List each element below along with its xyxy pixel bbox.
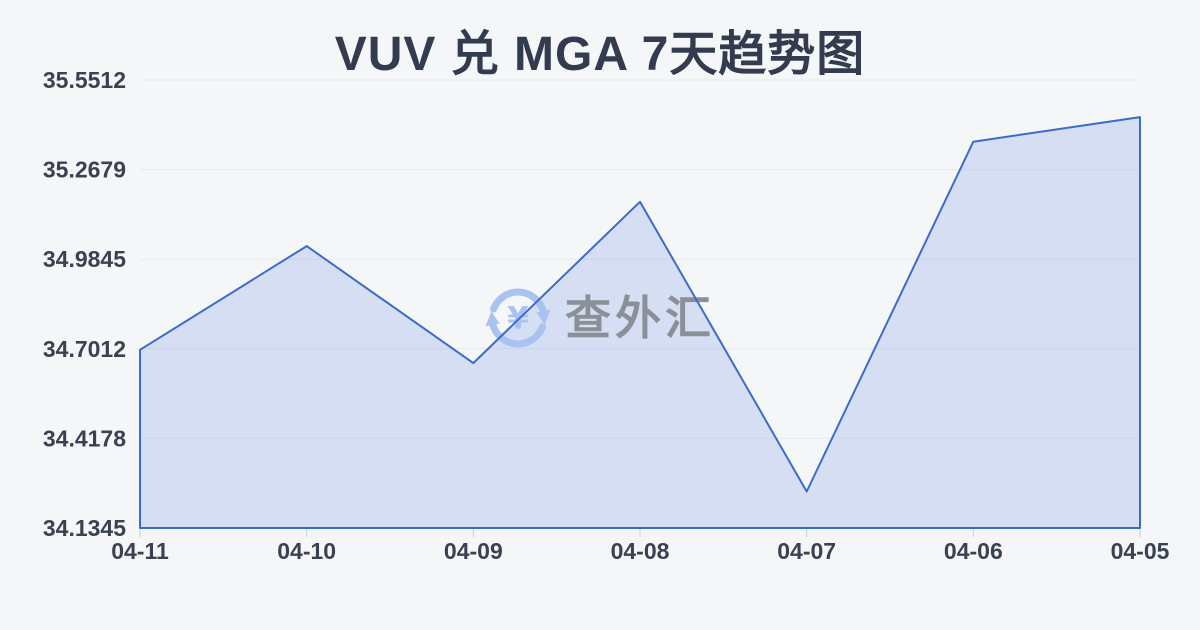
x-axis-ticks: [139, 529, 1141, 537]
x-axis-label: 04-09: [444, 538, 503, 564]
y-axis-label: 34.7012: [43, 336, 126, 362]
x-axis-label: 04-06: [944, 538, 1003, 564]
y-axis-label: 34.9845: [43, 246, 126, 272]
page-title: VUV 兑 MGA 7天趋势图: [334, 28, 866, 81]
y-axis-label: 35.2679: [43, 157, 126, 183]
area-fill: [140, 117, 1140, 528]
x-axis-labels: 04-11 04-10 04-09 04-08 04-07 04-06 04-05: [111, 538, 1169, 564]
x-axis-label: 04-05: [1111, 538, 1170, 564]
currency-exchange-refresh-icon: ¥: [485, 288, 551, 348]
series-line: [139, 116, 1141, 529]
x-axis-label: 04-10: [277, 538, 336, 564]
watermark-text: 查外汇: [565, 292, 715, 344]
y-axis-label: 35.5512: [43, 67, 126, 93]
y-axis-label: 34.4178: [43, 425, 126, 451]
y-axis-labels: 35.5512 35.2679 34.9845 34.7012 34.4178 34.13…: [43, 67, 126, 541]
y-axis-label: 34.1345: [43, 515, 126, 541]
watermark: ¥ 查外汇: [485, 288, 715, 348]
x-axis-label: 04-11: [111, 538, 169, 564]
x-axis-label: 04-07: [777, 538, 836, 564]
x-axis-label: 04-08: [611, 538, 670, 564]
